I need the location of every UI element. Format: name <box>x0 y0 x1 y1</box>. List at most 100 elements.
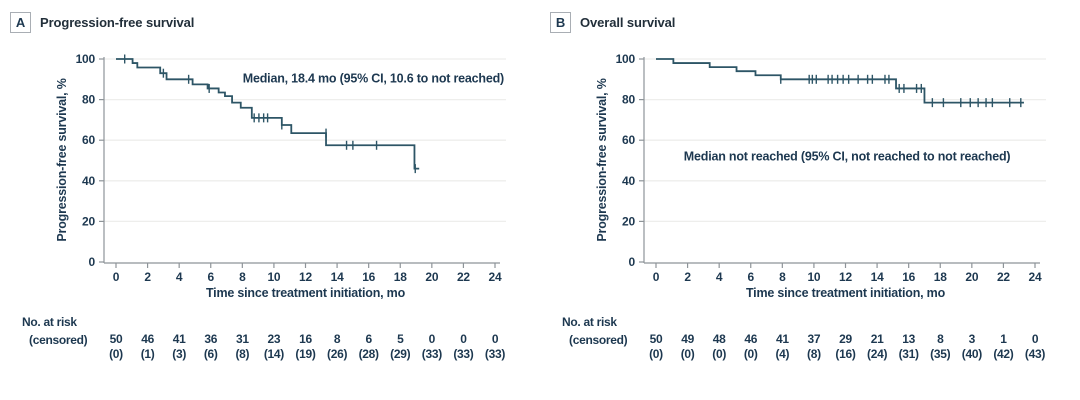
at-risk-count: 29 <box>839 332 852 346</box>
y-tick-label: 100 <box>616 52 636 66</box>
x-tick-label: 2 <box>144 270 151 284</box>
censored-count: (0) <box>681 347 695 361</box>
censored-count: (40) <box>962 347 982 361</box>
censored-count: (0) <box>649 347 663 361</box>
y-tick-label: 80 <box>82 93 95 107</box>
at-risk-count: 36 <box>204 332 217 346</box>
x-tick-label: 4 <box>176 270 183 284</box>
axes <box>103 57 500 264</box>
censored-count: (0) <box>712 347 726 361</box>
y-tick-label: 60 <box>82 133 95 147</box>
y-tick-label: 0 <box>629 255 636 269</box>
x-tick-label: 20 <box>965 270 978 284</box>
at-risk-count: 46 <box>141 332 154 346</box>
x-tick-label: 6 <box>208 270 215 284</box>
y-axis-title: Progression-free survival, % <box>595 78 609 241</box>
x-tick-label: 24 <box>1029 270 1042 284</box>
panel-a-header: A Progression-free survival <box>10 12 194 33</box>
median-annotation: Median not reached (95% CI, not reached … <box>684 150 1011 164</box>
x-tick-label: 16 <box>902 270 915 284</box>
x-tick-label: 8 <box>779 270 786 284</box>
x-tick-label: 12 <box>839 270 852 284</box>
censored-count: (29) <box>390 347 410 361</box>
at-risk-count: 41 <box>173 332 186 346</box>
x-axis-ticks: 0 2 4 6 8 10 12 14 16 18 20 22 24 <box>113 263 502 284</box>
at-risk-count: 0 <box>429 332 436 346</box>
censored-count: (33) <box>422 347 442 361</box>
censor-ticks <box>780 74 1022 108</box>
x-axis-ticks: 0 2 4 6 8 10 12 14 16 18 20 22 24 <box>653 263 1042 284</box>
x-tick-label: 6 <box>748 270 755 284</box>
x-tick-label: 20 <box>425 270 438 284</box>
at-risk-count: 46 <box>744 332 757 346</box>
x-tick-label: 24 <box>489 270 502 284</box>
panel-progression-free-survival: A Progression-free survival 0 2 4 6 8 10 12 14 1… <box>10 12 506 361</box>
at-risk-count: 49 <box>681 332 694 346</box>
censored-count: (0) <box>109 347 123 361</box>
y-axis-ticks: 0 20 40 60 80 100 <box>616 52 644 269</box>
at-risk-count: 6 <box>365 332 372 346</box>
panel-b-header: B Overall survival <box>550 12 675 33</box>
x-tick-label: 0 <box>653 270 660 284</box>
censored-count: (19) <box>295 347 315 361</box>
x-tick-label: 22 <box>997 270 1010 284</box>
y-tick-label: 40 <box>82 174 95 188</box>
at-risk-count: 0 <box>460 332 467 346</box>
y-gridlines <box>104 58 506 223</box>
censored-count: (1) <box>141 347 155 361</box>
at-risk-count: 5 <box>397 332 404 346</box>
censored-count: (3) <box>172 347 186 361</box>
at-risk-count: 50 <box>650 332 663 346</box>
x-axis-title: Time since treatment initiation, mo <box>746 286 946 300</box>
at-risk-count: 31 <box>236 332 249 346</box>
censored-count: (14) <box>264 347 284 361</box>
y-tick-label: 80 <box>622 93 635 107</box>
censored-count: (26) <box>327 347 347 361</box>
x-tick-label: 2 <box>684 270 691 284</box>
at-risk-table: No. at risk(censored) 50(0)49(0)48(0)46(0… <box>562 315 1046 361</box>
censored-count: (0) <box>744 347 758 361</box>
at-risk-count: 8 <box>334 332 341 346</box>
y-tick-label: 60 <box>622 133 635 147</box>
censored-count: (33) <box>453 347 473 361</box>
median-annotation: Median, 18.4 mo (95% CI, 10.6 to not rea… <box>243 71 504 85</box>
at-risk-count: 37 <box>808 332 821 346</box>
at-risk-count: 3 <box>969 332 976 346</box>
censored-count: (6) <box>204 347 218 361</box>
censored-count: (43) <box>1025 347 1045 361</box>
panel-b-marker: B <box>550 12 571 33</box>
at-risk-count: 23 <box>268 332 281 346</box>
at-risk-count: 50 <box>110 332 123 346</box>
risk-table-label: No. at risk <box>562 315 617 329</box>
at-risk-count: 13 <box>902 332 915 346</box>
risk-table-label: No. at risk <box>22 315 77 329</box>
y-axis-ticks: 0 20 40 60 80 100 <box>76 52 104 269</box>
y-gridlines <box>644 58 1046 223</box>
panel-b-title: Overall survival <box>580 15 676 30</box>
y-tick-label: 0 <box>89 255 96 269</box>
x-tick-label: 22 <box>457 270 470 284</box>
x-tick-label: 10 <box>807 270 820 284</box>
censored-count: (35) <box>930 347 950 361</box>
at-risk-count: 48 <box>713 332 726 346</box>
censored-table-label: (censored) <box>29 333 88 347</box>
censored-count: (31) <box>899 347 919 361</box>
x-axis-title: Time since treatment initiation, mo <box>206 286 406 300</box>
x-tick-label: 10 <box>267 270 280 284</box>
at-risk-count: 16 <box>299 332 312 346</box>
censored-table-label: (censored) <box>569 333 628 347</box>
x-tick-label: 12 <box>299 270 312 284</box>
censor-ticks <box>123 54 416 174</box>
censored-count: (24) <box>867 347 887 361</box>
censored-count: (28) <box>359 347 379 361</box>
km-curve <box>656 58 1024 104</box>
panel-a-marker: A <box>10 12 31 33</box>
x-tick-label: 14 <box>871 270 884 284</box>
axes <box>643 57 1040 264</box>
at-risk-count: 1 <box>1000 332 1007 346</box>
y-axis-title: Progression-free survival, % <box>55 78 69 241</box>
x-tick-label: 4 <box>716 270 723 284</box>
